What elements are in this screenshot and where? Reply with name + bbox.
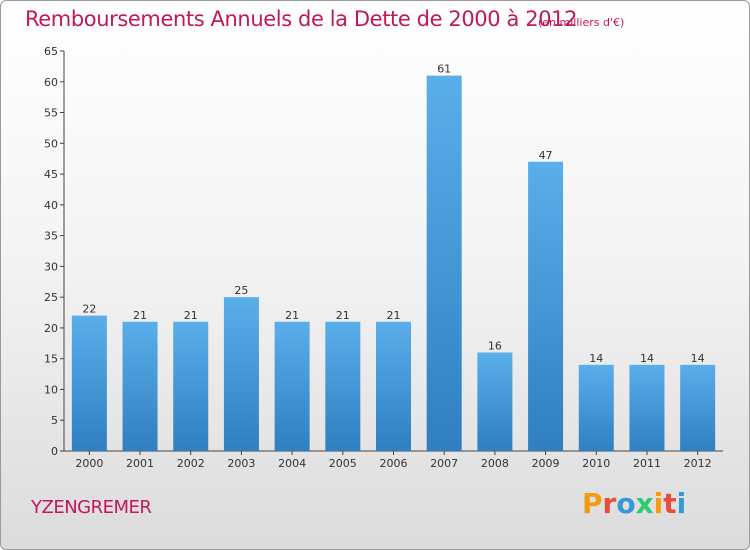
logo-letter: r (602, 487, 617, 520)
bar-value-label: 61 (437, 63, 451, 76)
x-tick-label: 2008 (481, 457, 509, 470)
y-tick-label: 65 (44, 45, 58, 58)
bar-value-label: 21 (285, 309, 299, 322)
chart-unit: (en milliers d'€) (538, 16, 625, 29)
y-tick-label: 5 (51, 414, 58, 427)
y-tick-label: 60 (44, 76, 58, 89)
logo-letter: P (582, 487, 603, 520)
y-tick-label: 45 (44, 168, 58, 181)
bar-2005 (325, 321, 361, 451)
chart-title: Remboursements Annuels de la Dette de 20… (25, 7, 578, 31)
bar-2003 (223, 297, 259, 451)
logo-letter: i (676, 487, 687, 520)
y-tick-label: 35 (44, 230, 58, 243)
bar-2010 (578, 364, 614, 451)
bar-2001 (122, 321, 158, 451)
y-tick-label: 10 (44, 383, 58, 396)
bar-value-label: 21 (184, 309, 198, 322)
bar-value-label: 21 (336, 309, 350, 322)
bar-2011 (629, 364, 665, 451)
bar-2009 (528, 161, 564, 451)
x-tick-label: 2011 (633, 457, 661, 470)
bar-2002 (173, 321, 209, 451)
x-tick-label: 2010 (582, 457, 610, 470)
logo-letter: i (653, 487, 664, 520)
bar-2006 (376, 321, 411, 451)
y-tick-label: 20 (44, 322, 58, 335)
bar-value-label: 14 (589, 352, 603, 365)
logo-letter: t (663, 487, 677, 520)
y-tick-label: 55 (44, 107, 58, 120)
x-tick-label: 2000 (75, 457, 103, 470)
logo-letter: o (616, 487, 636, 520)
bar-value-label: 47 (539, 149, 553, 162)
bar-2012 (680, 364, 716, 451)
y-tick-label: 0 (51, 445, 58, 458)
bar-value-label: 25 (234, 284, 248, 297)
bar-2000 (71, 315, 107, 451)
logo-letter: x (635, 487, 654, 520)
bar-value-label: 14 (691, 352, 705, 365)
town-name: YZENGREMER (31, 497, 152, 518)
x-tick-label: 2003 (227, 457, 255, 470)
x-tick-label: 2009 (532, 457, 560, 470)
y-tick-label: 25 (44, 291, 58, 304)
proxiti-logo: Proxiti (582, 487, 686, 520)
bar-value-label: 14 (640, 352, 654, 365)
x-tick-label: 2002 (177, 457, 205, 470)
x-tick-label: 2004 (278, 457, 306, 470)
y-tick-label: 40 (44, 199, 58, 212)
bar-2007 (426, 75, 462, 451)
x-tick-label: 2007 (430, 457, 458, 470)
x-tick-label: 2006 (380, 457, 408, 470)
x-tick-label: 2005 (329, 457, 357, 470)
y-tick-label: 15 (44, 353, 58, 366)
x-tick-label: 2012 (684, 457, 712, 470)
y-tick-label: 50 (44, 137, 58, 150)
bar-value-label: 21 (387, 309, 401, 322)
bar-value-label: 16 (488, 340, 502, 353)
bar-2004 (274, 321, 310, 451)
y-tick-label: 30 (44, 260, 58, 273)
x-tick-label: 2001 (126, 457, 154, 470)
bar-value-label: 22 (82, 303, 96, 316)
bar-2008 (477, 352, 513, 451)
bar-value-label: 21 (133, 309, 147, 322)
